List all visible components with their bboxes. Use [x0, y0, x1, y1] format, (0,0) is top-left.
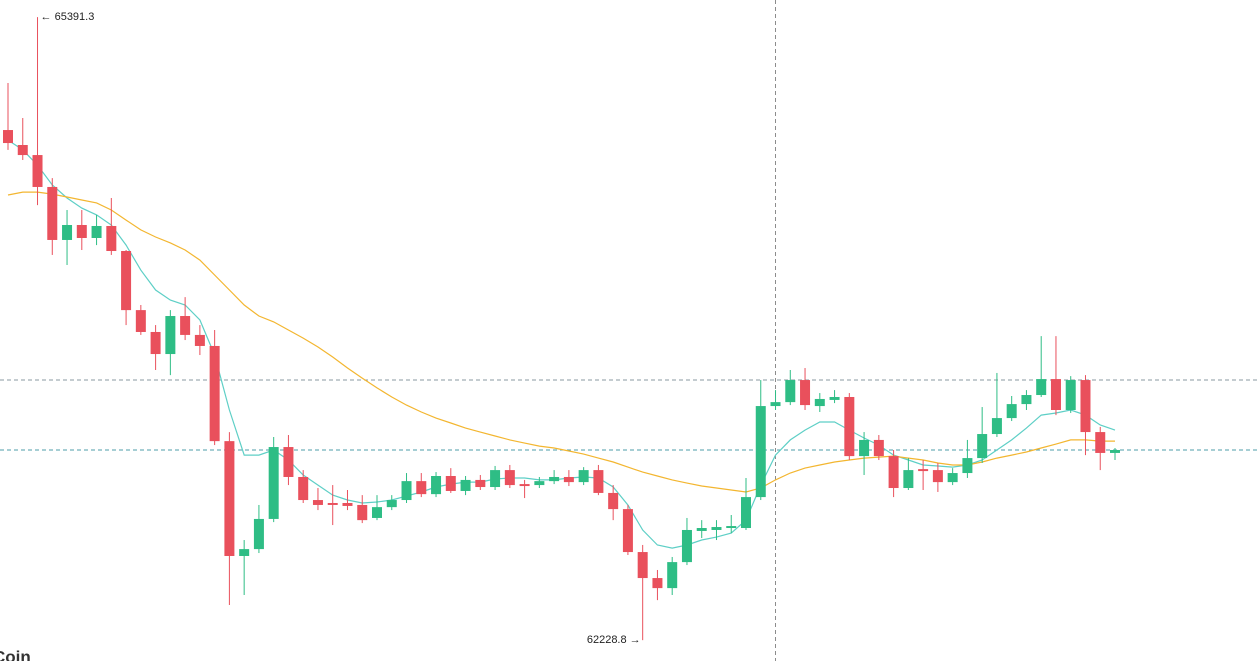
candle-body — [121, 251, 132, 311]
candle-body — [608, 492, 619, 510]
candle-body — [62, 224, 73, 240]
candle-body — [180, 316, 191, 335]
candle-body — [460, 479, 471, 491]
candle-body — [681, 529, 692, 563]
high-label: ← 65391.3 — [41, 11, 95, 23]
candle-body — [1080, 380, 1091, 433]
candle-body — [504, 470, 515, 486]
candle-body — [770, 402, 781, 407]
candle-body — [298, 476, 309, 501]
candle-body — [135, 310, 146, 332]
watermark: Coin — [0, 647, 31, 661]
candle-body — [726, 526, 737, 529]
candle-body — [209, 345, 220, 442]
candle-body — [888, 456, 899, 489]
candle-body — [814, 398, 825, 407]
candle-body — [283, 447, 294, 477]
ma-line — [7, 191, 1115, 493]
candle-body — [696, 528, 707, 531]
candle-body — [165, 316, 176, 355]
candle-body — [829, 396, 840, 400]
candle-body — [312, 500, 323, 505]
candle-body — [3, 130, 13, 144]
arrow: ← — [41, 11, 55, 23]
candle-body — [667, 562, 678, 589]
candle-body — [578, 470, 589, 483]
candle-body — [549, 476, 560, 482]
candle-body — [991, 418, 1002, 435]
candle-body — [490, 470, 501, 488]
candle-body — [711, 527, 722, 530]
candle-body — [194, 334, 205, 346]
candle-body — [253, 518, 264, 550]
candle-body — [755, 406, 766, 498]
arrow: → — [627, 634, 641, 646]
candle-body — [563, 476, 574, 483]
candle-body — [431, 475, 442, 495]
candle-body — [622, 509, 633, 553]
candle-body — [47, 186, 58, 240]
candle-body — [1050, 379, 1061, 410]
candle-body — [416, 481, 427, 495]
candle-body — [76, 224, 87, 238]
candle-body — [519, 484, 530, 487]
candle-body — [1006, 404, 1017, 419]
candle-body — [268, 447, 279, 519]
candle-body — [401, 481, 412, 501]
candle-body — [1095, 432, 1106, 453]
candle-body — [445, 475, 456, 491]
candle-body — [844, 396, 855, 457]
candle-body — [17, 145, 28, 156]
candle-body — [475, 479, 486, 488]
candle-body — [224, 441, 235, 556]
candle-body — [947, 473, 958, 483]
candle-body — [372, 507, 382, 518]
candle-body — [859, 439, 870, 457]
high-value: 65391.3 — [55, 11, 95, 23]
candle-body — [932, 470, 943, 483]
candle-body — [1021, 395, 1032, 405]
candle-body — [652, 578, 663, 589]
candle-body — [637, 552, 648, 579]
candle-body — [32, 155, 43, 187]
candle-body — [1110, 449, 1120, 453]
candle-body — [741, 497, 751, 529]
candle-body — [1036, 379, 1047, 396]
candle-body — [239, 549, 250, 556]
candle-body — [534, 481, 545, 486]
candle-body — [800, 380, 811, 406]
candle-body — [873, 439, 884, 457]
candle-body — [785, 380, 796, 403]
candle-body — [977, 434, 988, 459]
candle-body — [106, 225, 117, 252]
candle-body — [903, 470, 914, 489]
candle-body — [918, 469, 929, 472]
candle-body — [1065, 380, 1076, 410]
low-label: 62228.8 → — [587, 634, 641, 646]
candle-body — [327, 502, 338, 505]
candle-body — [342, 502, 353, 506]
candle-body — [357, 504, 368, 521]
candle-body — [386, 500, 397, 508]
ma-line — [7, 139, 1116, 549]
candle-body — [150, 331, 161, 355]
low-value: 62228.8 — [587, 634, 627, 646]
candle-body — [962, 458, 973, 474]
candle-body — [91, 225, 102, 238]
candle-body — [593, 470, 604, 493]
